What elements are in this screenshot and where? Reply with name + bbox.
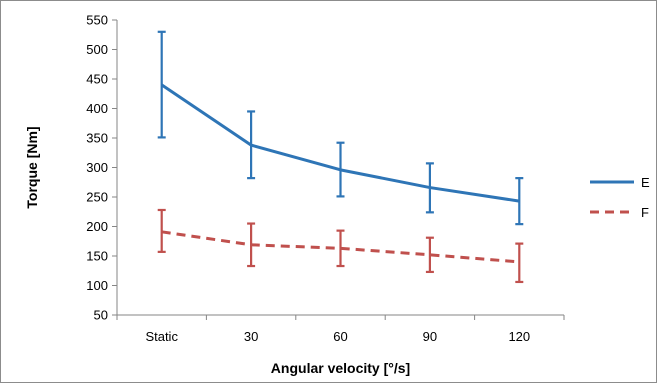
y-tick-label: 150 xyxy=(86,249,108,264)
x-tick-label: 60 xyxy=(333,329,347,344)
y-tick-label: 100 xyxy=(86,278,108,293)
x-tick-label: 30 xyxy=(244,329,258,344)
error-bar xyxy=(425,162,434,214)
series-e xyxy=(157,30,524,226)
y-tick-label: 350 xyxy=(86,131,108,146)
error-bar xyxy=(157,30,166,139)
x-axis-title: Angular velocity [°/s] xyxy=(271,360,410,376)
y-tick-label: 250 xyxy=(86,190,108,205)
series-layer xyxy=(157,30,524,284)
y-axis-title: Torque [Nm] xyxy=(24,126,40,208)
error-bar xyxy=(425,236,434,274)
legend-label: F xyxy=(641,205,649,220)
y-tick-label: 400 xyxy=(86,101,108,116)
axes: 50 100 150 200 250 300 350 400 450 500 550 Static 3… xyxy=(86,13,565,344)
y-tick-label: 550 xyxy=(86,13,108,28)
legend: EF xyxy=(590,175,650,220)
y-tick-label: 300 xyxy=(86,160,108,175)
error-bar xyxy=(515,242,524,284)
series-f xyxy=(157,208,524,284)
error-bar xyxy=(336,141,345,198)
legend-label: E xyxy=(641,175,650,190)
y-ticks: 50 100 150 200 250 300 350 400 450 500 550 xyxy=(86,13,117,323)
error-bar xyxy=(247,110,256,180)
x-ticks: Static 30 60 90 120 xyxy=(116,315,565,344)
series-line xyxy=(161,230,520,264)
x-tick-label: 120 xyxy=(508,329,530,344)
error-bar xyxy=(336,229,345,268)
y-tick-label: 50 xyxy=(94,308,108,323)
y-tick-label: 500 xyxy=(86,42,108,57)
x-tick-label: Static xyxy=(145,329,178,344)
error-bar xyxy=(157,208,166,253)
error-bar xyxy=(247,222,256,268)
y-tick-label: 450 xyxy=(86,72,108,87)
x-tick-label: 90 xyxy=(423,329,437,344)
y-tick-label: 200 xyxy=(86,219,108,234)
error-bar xyxy=(515,177,524,226)
